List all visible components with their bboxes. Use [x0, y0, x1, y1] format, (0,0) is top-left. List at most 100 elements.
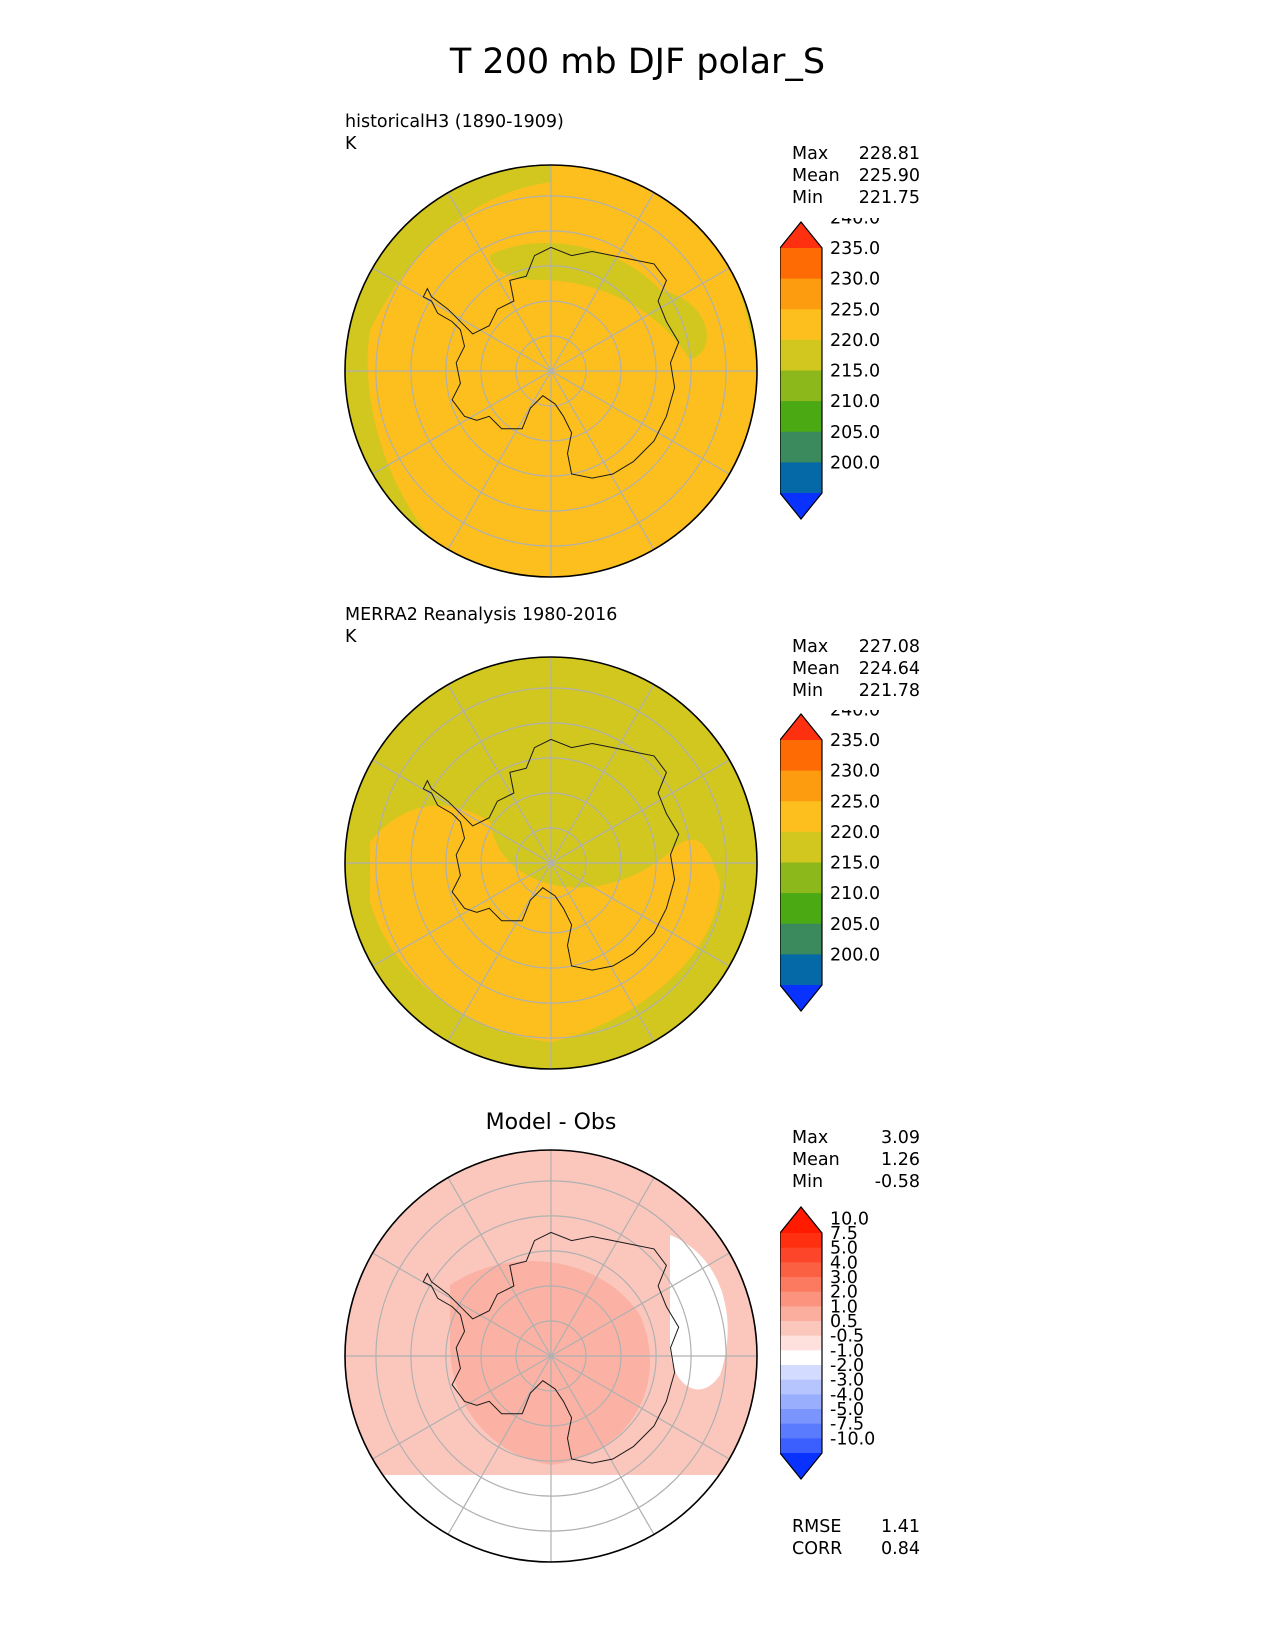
- diff-stats: Max 3.09 Mean 1.26 Min -0.58: [792, 1127, 920, 1193]
- stat-label: CORR: [792, 1539, 843, 1559]
- field-region-west: [345, 165, 551, 577]
- colorbar-max-triangle: [780, 714, 822, 740]
- stat-value: 1.26: [881, 1150, 920, 1170]
- colorbar-min-triangle: [780, 1453, 822, 1479]
- colorbar-tick-label: 225.0: [830, 300, 880, 320]
- colorbar-segment: [780, 339, 822, 372]
- colorbar-segment: [780, 862, 822, 894]
- map-field: [345, 165, 757, 577]
- colorbar-outline: [780, 221, 823, 520]
- meridian-line: [372, 1252, 730, 1460]
- stat-row: Mean 1.26: [792, 1149, 920, 1171]
- map-boundary: [344, 164, 758, 578]
- stat-row: Max 227.08: [792, 636, 920, 658]
- colorbar-tick-label: 235.0: [830, 239, 880, 259]
- colorbar-tick-label: 7.5: [830, 1224, 858, 1244]
- stat-row: Min -0.58: [792, 1171, 920, 1193]
- stat-label: Min: [792, 681, 824, 701]
- obs-panel-title: MERRA2 Reanalysis 1980-2016 K: [345, 604, 617, 648]
- colorbar-tick-label: -5.0: [830, 1400, 864, 1420]
- antarctica-coastline: [422, 738, 680, 971]
- colorbar-outline: [780, 713, 823, 1012]
- colorbar-min-triangle: [780, 493, 822, 519]
- colorbar-segment: [780, 278, 822, 310]
- colorbar-tick-label: -4.0: [830, 1385, 864, 1405]
- figure-title: T 200 mb DJF polar_S: [449, 42, 826, 82]
- stat-label: RMSE: [792, 1517, 842, 1537]
- stat-label: Min: [792, 1172, 824, 1192]
- stat-value: 221.78: [858, 681, 920, 701]
- model-colorbar: 200.0 205.0 210.0 215.0 220.0 225.0 230.0 235.0…: [780, 218, 880, 520]
- field-region-positive-core: [450, 1261, 650, 1465]
- model-stats: Max 228.81 Mean 225.90 Min 221.75: [792, 143, 920, 209]
- obs-polar-map: [344, 656, 758, 1070]
- colorbar-segment: [780, 923, 822, 955]
- colorbar-segment: [780, 893, 822, 925]
- meridian-line: [372, 759, 730, 967]
- colorbar-segment: [780, 801, 822, 833]
- stat-row: RMSE 1.41: [792, 1516, 920, 1538]
- colorbar-max-triangle: [780, 1207, 822, 1233]
- colorbar-tick-label: 205.0: [830, 915, 880, 935]
- stat-label: Max: [792, 144, 829, 164]
- colorbar-tick-label: -2.0: [830, 1356, 864, 1376]
- obs-units: K: [345, 627, 357, 647]
- model-polar-map: [344, 164, 758, 578]
- stat-value: 221.75: [858, 188, 920, 208]
- colorbar-tick-label: 220.0: [830, 331, 880, 351]
- map-field: [345, 657, 757, 1069]
- stat-value: 225.90: [858, 166, 920, 186]
- antarctica-coastline: [422, 246, 680, 479]
- colorbar-segment: [780, 1365, 822, 1381]
- colorbar-segment: [780, 462, 822, 494]
- stat-row: Mean 225.90: [792, 165, 920, 187]
- field-region-warm-band: [370, 805, 720, 1042]
- colorbar-tick-label: 240.0: [830, 218, 880, 228]
- colorbar-tick-label: 215.0: [830, 362, 880, 382]
- colorbar-segment: [780, 1321, 822, 1337]
- colorbar-tick-label: 220.0: [830, 823, 880, 843]
- obs-stats: Max 227.08 Mean 224.64 Min 221.78: [792, 636, 920, 702]
- colorbar-max-triangle: [780, 222, 822, 248]
- colorbar-tick-label: 210.0: [830, 884, 880, 904]
- diff-panel-title: Model - Obs: [485, 1110, 617, 1135]
- colorbar-segment: [780, 431, 822, 463]
- map-boundary: [344, 656, 758, 1070]
- colorbar-segment: [780, 1233, 822, 1249]
- antarctica-coastline: [422, 1231, 680, 1464]
- colorbar-segment: [780, 770, 822, 802]
- stat-value: 227.08: [858, 637, 920, 657]
- stat-label: Max: [792, 1128, 829, 1148]
- stat-label: Mean: [792, 1150, 840, 1170]
- colorbar-segment: [780, 370, 822, 402]
- colorbar-tick-label: 10.0: [830, 1209, 869, 1229]
- colorbar-segment: [780, 831, 822, 864]
- obs-title-line: MERRA2 Reanalysis 1980-2016: [345, 605, 618, 625]
- colorbar-tick-label: 210.0: [830, 392, 880, 412]
- map-boundary: [344, 1149, 758, 1563]
- diff-skill-stats: RMSE 1.41 CORR 0.84: [792, 1516, 920, 1560]
- colorbar-tick-label: 200.0: [830, 945, 880, 965]
- diff-polar-map: [344, 1149, 758, 1563]
- colorbar-tick-label: 215.0: [830, 854, 880, 874]
- stat-row: Min 221.78: [792, 680, 920, 702]
- colorbar-segment: [780, 401, 822, 433]
- stat-value: -0.58: [874, 1172, 920, 1192]
- stat-row: Max 228.81: [792, 143, 920, 165]
- colorbar-tick-label: 235.0: [830, 731, 880, 751]
- colorbar-tick-label: 230.0: [830, 762, 880, 782]
- meridian-line: [372, 267, 730, 475]
- colorbar-tick-label: -7.5: [830, 1415, 864, 1435]
- colorbar-tick-label: 240.0: [830, 710, 880, 720]
- colorbar-tick-label: 205.0: [830, 423, 880, 443]
- colorbar-tick-label: 0.5: [830, 1312, 858, 1332]
- colorbar-segment: [780, 1423, 822, 1439]
- colorbar-tick-label: 3.0: [830, 1268, 858, 1288]
- colorbar-segment: [780, 1277, 822, 1293]
- model-units: K: [345, 134, 357, 154]
- colorbar-outline: [780, 1206, 823, 1480]
- colorbar-tick-label: 4.0: [830, 1253, 858, 1273]
- colorbar-segment: [780, 740, 822, 772]
- colorbar-segment: [780, 1394, 822, 1410]
- stat-row: Max 3.09: [792, 1127, 920, 1149]
